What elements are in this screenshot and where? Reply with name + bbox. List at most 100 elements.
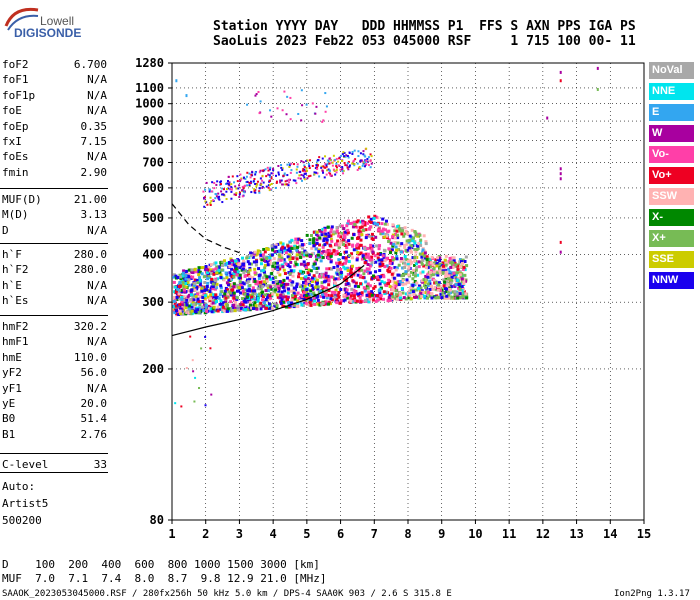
echo-point bbox=[347, 260, 351, 264]
param-hf: h`F 280.0 bbox=[2, 248, 107, 263]
scattered-point bbox=[559, 240, 562, 244]
echo-point bbox=[276, 271, 280, 275]
echo-point bbox=[325, 173, 328, 176]
param-b0: B0 51.4 bbox=[2, 412, 107, 427]
echo-point bbox=[261, 179, 264, 182]
echo-point bbox=[359, 243, 363, 247]
echo-point bbox=[284, 285, 288, 289]
echo-point bbox=[345, 240, 349, 244]
echo-point bbox=[301, 295, 305, 299]
echo-point bbox=[300, 288, 304, 292]
echo-point bbox=[418, 290, 422, 294]
echo-point bbox=[419, 238, 423, 242]
echo-point bbox=[303, 178, 306, 181]
echo-point bbox=[210, 310, 214, 314]
echo-point bbox=[308, 283, 312, 287]
echo-point bbox=[331, 161, 334, 164]
echo-point bbox=[231, 306, 235, 310]
echo-point bbox=[351, 244, 355, 248]
echo-point bbox=[180, 295, 184, 299]
echo-point bbox=[428, 270, 432, 274]
echo-point bbox=[379, 229, 383, 233]
echo-point bbox=[419, 271, 423, 275]
echo-point bbox=[355, 246, 359, 250]
echo-point bbox=[458, 273, 462, 277]
echo-point bbox=[458, 258, 462, 262]
echo-point bbox=[375, 222, 379, 226]
echo-point bbox=[210, 277, 214, 281]
echo-point bbox=[364, 159, 367, 162]
echo-point bbox=[271, 268, 275, 272]
echo-point bbox=[329, 260, 333, 264]
echo-point bbox=[363, 289, 367, 293]
echo-point bbox=[365, 284, 369, 288]
echo-point bbox=[365, 147, 368, 150]
echo-point bbox=[371, 250, 375, 254]
echo-point bbox=[378, 275, 382, 279]
echo-point bbox=[292, 286, 296, 290]
echo-point bbox=[428, 257, 432, 261]
echo-point bbox=[322, 249, 326, 253]
echo-point bbox=[367, 267, 371, 271]
x-tick-label: 4 bbox=[270, 527, 277, 541]
echo-point bbox=[406, 260, 410, 264]
echo-point bbox=[330, 275, 334, 279]
echo-point bbox=[304, 282, 308, 286]
echo-point bbox=[182, 288, 186, 292]
echo-point bbox=[263, 263, 267, 267]
echo-point bbox=[374, 275, 378, 279]
echo-point bbox=[218, 293, 222, 297]
echo-point bbox=[387, 266, 391, 270]
echo-point bbox=[251, 286, 255, 290]
echo-point bbox=[215, 183, 218, 186]
echo-point bbox=[441, 268, 445, 272]
echo-point bbox=[295, 171, 298, 174]
echo-point bbox=[292, 303, 296, 307]
echo-point bbox=[248, 293, 252, 297]
echo-point bbox=[453, 292, 457, 296]
echo-point bbox=[263, 266, 267, 270]
echo-point bbox=[209, 297, 213, 301]
echo-point bbox=[275, 180, 278, 183]
echo-point bbox=[424, 266, 428, 270]
echo-point bbox=[352, 220, 356, 224]
echo-point bbox=[298, 253, 302, 257]
echo-point bbox=[457, 286, 461, 290]
echo-point bbox=[233, 181, 236, 184]
param-value: N/A bbox=[87, 294, 107, 308]
echo-point bbox=[448, 256, 452, 260]
echo-point bbox=[379, 297, 383, 301]
echo-point bbox=[460, 272, 464, 276]
echo-point bbox=[229, 257, 233, 261]
echo-point bbox=[212, 199, 215, 202]
echo-point bbox=[357, 246, 361, 250]
echo-point bbox=[244, 308, 248, 312]
echo-point bbox=[189, 289, 193, 293]
echo-point bbox=[290, 294, 294, 298]
echo-point bbox=[261, 174, 264, 177]
echo-point bbox=[227, 278, 231, 282]
echo-point bbox=[309, 303, 313, 307]
echo-point bbox=[256, 183, 259, 186]
echo-point bbox=[277, 264, 281, 268]
echo-point bbox=[385, 219, 389, 223]
echo-point bbox=[184, 277, 188, 281]
echo-point bbox=[322, 165, 325, 168]
echo-point bbox=[274, 279, 278, 283]
echo-point bbox=[325, 105, 328, 108]
echo-point bbox=[228, 265, 232, 269]
echo-point bbox=[291, 256, 295, 260]
echo-point bbox=[249, 254, 253, 258]
echo-point bbox=[293, 163, 296, 166]
echo-point bbox=[188, 299, 192, 303]
param-name: yF2 bbox=[2, 366, 22, 380]
echo-point bbox=[310, 292, 314, 296]
echo-point bbox=[380, 222, 384, 226]
echo-point bbox=[213, 287, 217, 291]
echo-point bbox=[238, 280, 242, 284]
echo-point bbox=[174, 309, 178, 313]
echo-point bbox=[336, 272, 340, 276]
echo-point bbox=[413, 274, 417, 278]
echo-point bbox=[238, 196, 241, 199]
echo-point bbox=[282, 174, 285, 177]
